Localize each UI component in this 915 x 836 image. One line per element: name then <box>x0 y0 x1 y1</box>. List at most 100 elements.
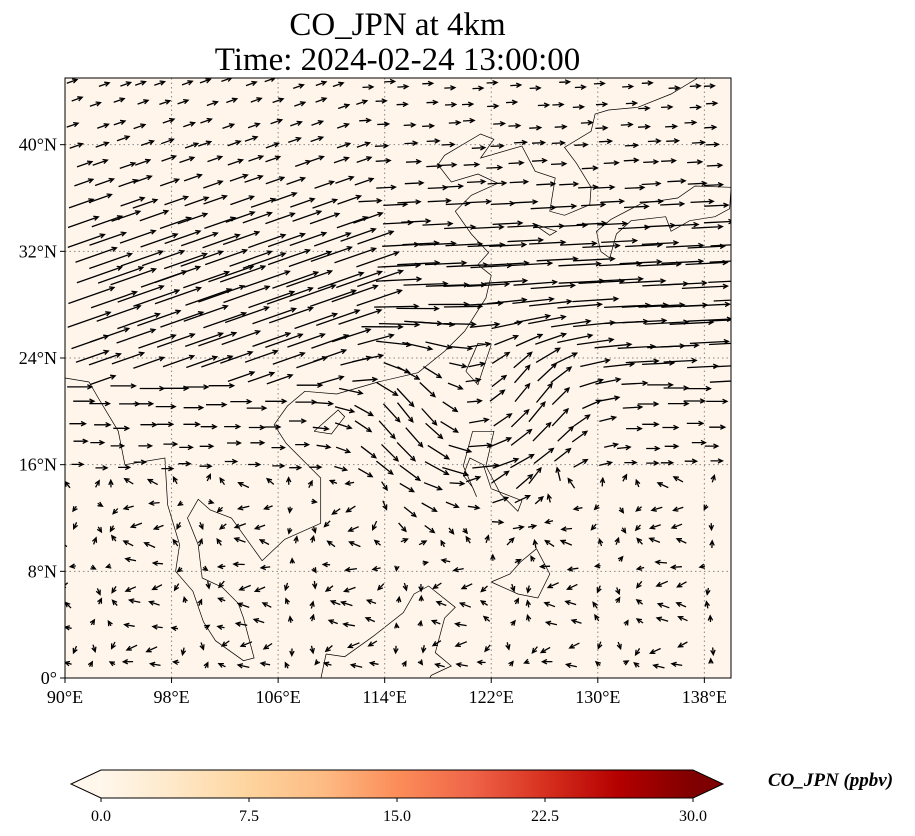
wind-arrow <box>356 99 369 106</box>
wind-arrow <box>252 307 298 325</box>
wind-arrow <box>360 445 377 459</box>
wind-arrow <box>180 250 224 267</box>
wind-arrow <box>94 422 112 428</box>
wind-arrow <box>284 661 290 669</box>
wind-arrow <box>687 180 708 187</box>
wind-arrow <box>89 252 134 270</box>
wind-arrow <box>354 404 375 417</box>
wind-arrow <box>322 661 332 667</box>
wind-arrow <box>527 523 538 530</box>
wind-arrow <box>425 422 444 440</box>
wind-arrow <box>675 538 687 544</box>
wind-arrow <box>229 173 249 182</box>
wind-arrow <box>713 299 731 302</box>
wind-arrow <box>580 119 594 126</box>
wind-arrow <box>217 662 226 668</box>
wind-arrow <box>557 333 594 344</box>
wind-arrow <box>635 478 641 488</box>
wind-arrow <box>89 327 131 343</box>
wind-arrow <box>357 333 395 346</box>
wind-arrow <box>560 526 573 532</box>
wind-arrow <box>183 270 231 289</box>
wind-arrow <box>119 229 157 244</box>
wind-arrow <box>675 601 687 608</box>
wind-arrow <box>490 553 496 561</box>
colorbar-tick-label: 7.5 <box>239 808 259 825</box>
wind-arrow <box>624 459 638 466</box>
wind-arrow <box>308 155 325 163</box>
wind-arrow <box>550 161 568 167</box>
wind-arrow <box>265 142 281 149</box>
wind-arrow <box>113 119 127 126</box>
wind-arrow <box>533 447 555 465</box>
wind-arrow <box>597 641 603 650</box>
wind-arrow <box>229 250 273 267</box>
wind-arrow <box>634 524 641 532</box>
wind-arrow <box>286 176 307 186</box>
wind-arrow <box>579 378 605 388</box>
wind-arrow <box>513 139 529 146</box>
wind-arrow <box>594 660 601 667</box>
wind-arrow <box>97 266 145 284</box>
wind-arrow <box>401 660 407 667</box>
wind-arrow <box>660 201 686 207</box>
wind-arrow <box>205 473 211 482</box>
wind-arrow <box>427 444 451 460</box>
wind-arrow <box>141 249 186 267</box>
wind-arrow <box>181 80 194 86</box>
wind-arrow <box>442 466 470 477</box>
wind-arrow <box>154 286 202 305</box>
wind-arrow <box>642 421 660 428</box>
wind-arrow <box>284 597 291 605</box>
wind-arrow <box>381 443 400 462</box>
wind-arrow <box>342 621 356 628</box>
wind-arrow <box>421 502 438 513</box>
wind-arrow <box>593 80 606 87</box>
wind-arrow <box>219 265 267 283</box>
wind-arrow <box>110 641 116 650</box>
wind-arrow <box>691 224 724 230</box>
wind-arrow <box>173 583 180 592</box>
wind-arrow <box>662 424 680 431</box>
wind-arrow <box>420 644 427 654</box>
wind-arrow <box>267 232 307 248</box>
wind-arrow <box>71 96 84 102</box>
wind-arrow <box>159 99 172 106</box>
wind-arrow <box>508 123 522 129</box>
wind-arrow <box>661 258 705 265</box>
wind-arrow <box>331 328 372 343</box>
wind-arrow <box>421 408 438 426</box>
wind-arrow <box>197 598 203 606</box>
wind-arrow <box>384 78 397 85</box>
wind-arrow <box>244 349 279 363</box>
wind-arrow <box>287 136 302 144</box>
wind-arrow <box>154 80 167 86</box>
wind-arrow <box>327 619 338 625</box>
wind-arrow <box>133 289 181 307</box>
wind-arrow <box>551 407 570 427</box>
wind-arrow <box>704 443 720 449</box>
wind-arrow <box>164 229 202 245</box>
wind-arrow <box>532 421 552 442</box>
wind-arrow <box>660 280 708 286</box>
wind-arrow <box>134 80 147 86</box>
wind-arrow <box>399 482 415 493</box>
wind-arrow <box>326 540 336 548</box>
wind-arrow <box>467 198 492 205</box>
wind-arrow <box>661 158 677 164</box>
wind-arrow <box>706 100 719 107</box>
wind-arrow <box>339 600 353 607</box>
wind-arrow <box>669 319 715 326</box>
wind-arrow <box>110 267 158 286</box>
wind-arrow <box>619 278 667 284</box>
wind-arrow <box>423 482 443 491</box>
wind-arrow <box>531 157 548 164</box>
wind-arrow <box>596 585 602 594</box>
wind-arrow <box>530 555 536 562</box>
wind-arrow <box>641 80 654 86</box>
wind-arrow <box>491 374 508 388</box>
wind-arrow <box>711 319 731 322</box>
wind-arrow <box>368 660 379 667</box>
wind-arrow <box>203 661 209 669</box>
wind-arrow <box>509 179 530 185</box>
